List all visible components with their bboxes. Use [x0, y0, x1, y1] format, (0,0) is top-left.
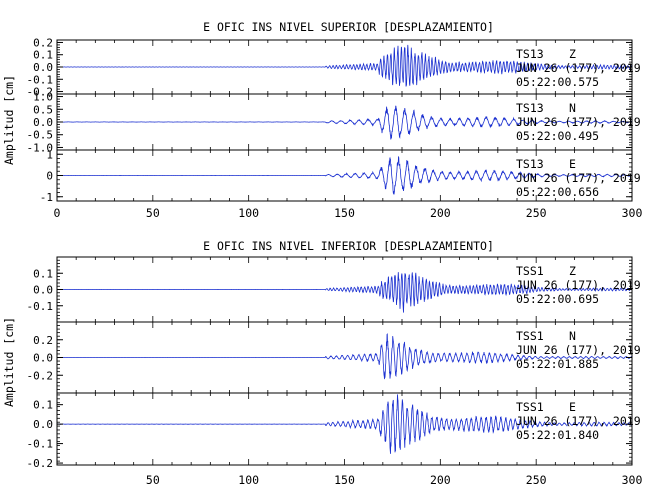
station-label: TSS1 — [516, 264, 544, 278]
y-tick-label: -1 — [40, 191, 53, 204]
waveform-tss1-z — [56, 272, 633, 313]
component-label: Z — [569, 47, 576, 61]
y-tick-label: 0.0 — [33, 352, 53, 365]
y-tick-label: -1.0 — [27, 141, 54, 154]
y-tick-label: -0.1 — [27, 438, 54, 451]
x-tick-label: 300 — [622, 206, 643, 220]
x-tick-label: 250 — [526, 206, 547, 220]
y-tick-label: 0.0 — [33, 61, 53, 74]
component-label: E — [569, 157, 576, 171]
y-tick-label: -0.1 — [27, 300, 54, 313]
x-tick-label: 200 — [430, 473, 451, 487]
time-label: 05:22:00.575 — [516, 75, 599, 89]
x-tick-label: 150 — [334, 473, 355, 487]
y-tick-label: 0.0 — [33, 116, 53, 129]
date-label: JUN 26 (177), 2019 — [516, 115, 641, 129]
x-tick-label: 0 — [54, 206, 61, 220]
y-tick-label: -0.2 — [27, 457, 54, 470]
y-tick-label: 0.5 — [33, 103, 53, 116]
station-label: TSS1 — [516, 400, 544, 414]
x-tick-label: 200 — [430, 206, 451, 220]
y-tick-label: -0.2 — [27, 86, 54, 99]
date-label: JUN 26 (177), 2019 — [516, 278, 641, 292]
component-label: N — [569, 329, 576, 343]
x-tick-label: 250 — [526, 473, 547, 487]
x-tick-label: 150 — [334, 206, 355, 220]
y-tick-label: 0.2 — [33, 334, 53, 347]
y-tick-label: 1.0 — [33, 91, 53, 104]
waveform-ts13-n — [57, 105, 633, 140]
time-label: 05:22:00.656 — [516, 185, 599, 199]
x-tick-label: 50 — [146, 473, 160, 487]
x-tick-label: 50 — [146, 206, 160, 220]
component-label: Z — [569, 264, 576, 278]
y-tick-label: 0.1 — [33, 399, 53, 412]
component-label: N — [569, 101, 576, 115]
y-tick-label: 0.2 — [33, 36, 53, 49]
waveform-ts13-z — [56, 44, 633, 87]
date-label: JUN 26 (177), 2019 — [516, 61, 641, 75]
y-tick-label: 1 — [46, 148, 53, 161]
traces-layer — [56, 44, 633, 454]
date-label: JUN 26 (177), 2019 — [516, 343, 641, 357]
station-label: TS13 — [516, 101, 544, 115]
y-tick-label: 0.1 — [33, 267, 53, 280]
y-axis-label: Amplitud [cm] — [2, 75, 16, 165]
y-tick-label: 0.1 — [33, 49, 53, 62]
station-label: TS13 — [516, 47, 544, 61]
waveform-tss1-n — [57, 333, 633, 380]
y-tick-label: -0.1 — [27, 73, 54, 86]
station-label: TSS1 — [516, 329, 544, 343]
x-tick-label: 300 — [622, 473, 643, 487]
y-tick-label: 0.0 — [33, 284, 53, 297]
y-tick-label: 0.0 — [33, 418, 53, 431]
time-label: 05:22:01.840 — [516, 428, 599, 442]
date-label: JUN 26 (177), 2019 — [516, 414, 641, 428]
chart-title: E OFIC INS NIVEL INFERIOR [DESPLAZAMIENT… — [203, 239, 494, 253]
time-label: 05:22:01.885 — [516, 357, 599, 371]
chart-title: E OFIC INS NIVEL SUPERIOR [DESPLAZAMIENT… — [203, 20, 494, 34]
y-axis-label: Amplitud [cm] — [2, 317, 16, 407]
time-label: 05:22:00.695 — [516, 292, 599, 306]
y-tick-label: 0 — [46, 170, 53, 183]
x-tick-label: 100 — [238, 473, 259, 487]
labels-layer: E OFIC INS NIVEL SUPERIOR [DESPLAZAMIENT… — [2, 20, 642, 487]
waveform-tss1-e — [57, 394, 633, 454]
time-label: 05:22:00.495 — [516, 129, 599, 143]
x-tick-label: 100 — [238, 206, 259, 220]
y-tick-label: -0.2 — [27, 369, 54, 382]
date-label: JUN 26 (177), 2019 — [516, 171, 641, 185]
station-label: TS13 — [516, 157, 544, 171]
waveform-ts13-e — [57, 156, 632, 195]
axes-layer — [56, 39, 633, 466]
component-label: E — [569, 400, 576, 414]
y-tick-label: -0.5 — [27, 129, 54, 142]
